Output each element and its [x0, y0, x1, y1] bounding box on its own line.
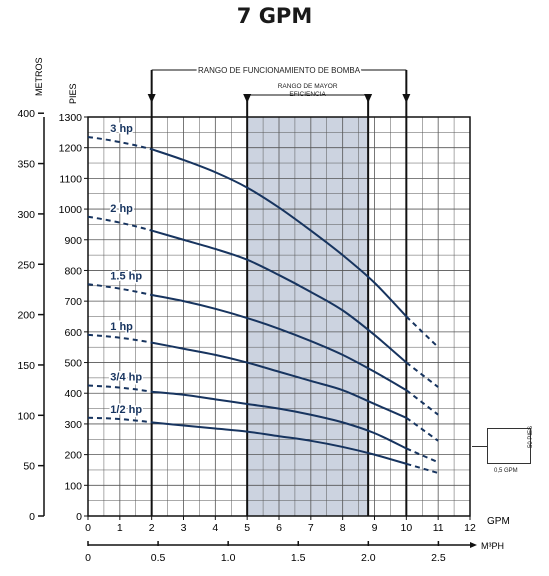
m3ph-tick-label: 2.0: [361, 552, 376, 564]
curve-3-hp-dashed-start: [87, 135, 152, 151]
unit-scale-pies: 50 PIES: [528, 425, 534, 448]
curve-1-2-hp-dashed-end: [406, 462, 439, 474]
gpm-tick-label: 5: [244, 522, 250, 534]
page-title: 7 GPM: [236, 4, 313, 28]
labels-layer: 3 hp 2 hp 1.5 hp 1 hp 3/4 hp 1/2 hp: [109, 121, 144, 417]
gpm-tick-label: 9: [372, 522, 378, 534]
curve-label-1-2-hp: 1/2 hp: [110, 404, 142, 416]
pies-tick-label: 600: [64, 327, 82, 339]
efficiency-range-arrow: [243, 94, 252, 103]
gpm-tick-label: 11: [433, 522, 444, 534]
pies-tick-label: 1000: [59, 204, 83, 216]
axes-layer: 0100200300400500600700800900100011001200…: [17, 57, 509, 564]
curve-1-hp-dashed-end: [405, 416, 439, 442]
metros-axis-title: METROS: [34, 57, 44, 96]
curve-3-4-hp: [151, 390, 407, 450]
curve-1-hp: [151, 341, 407, 419]
operating-range-arrow: [402, 94, 411, 103]
gpm-tick-label: 10: [400, 522, 412, 534]
curve-label-2-hp: 2 hp: [110, 203, 133, 215]
curve-3-4-hp-dashed-start: [87, 384, 152, 393]
curve-3-hp: [151, 148, 408, 318]
efficiency-range-arrow: [364, 94, 373, 103]
unit-scale-box: [487, 428, 531, 464]
gpm-tick-label: 3: [181, 522, 187, 534]
curve-2-hp-dashed-end: [405, 361, 439, 388]
pies-tick-label: 1200: [59, 143, 83, 155]
efficiency-range-label: RANGO DE MAYOR EFICIENCIA: [278, 83, 338, 98]
metros-tick-label: 200: [17, 310, 35, 322]
m3ph-axis-arrow: [470, 542, 477, 548]
curve-1-hp-dashed-start: [87, 333, 152, 344]
curve-3-hp-dashed-end: [405, 315, 439, 348]
pies-tick-label: 300: [64, 419, 82, 431]
unit-scale-leader: [472, 446, 487, 447]
curves-layer: [87, 135, 439, 474]
pies-tick-label: 900: [64, 235, 82, 247]
gpm-tick-label: 12: [464, 522, 476, 534]
m3ph-axis-title: M³PH: [481, 541, 504, 551]
unit-scale-gpm: 0,5 GPM: [494, 468, 518, 474]
pies-tick-label: 500: [64, 358, 82, 370]
m3ph-tick-label: 2.5: [431, 552, 446, 564]
gpm-tick-label: 7: [308, 522, 314, 534]
metros-tick-label: 350: [17, 159, 35, 171]
curve-3-4-hp-dashed-end: [405, 447, 439, 464]
pies-tick-label: 700: [64, 296, 82, 308]
metros-tick-label: 0: [29, 511, 35, 523]
pies-tick-label: 0: [76, 511, 82, 523]
curve-label-3-hp: 3 hp: [110, 123, 133, 135]
pies-axis-title: PIES: [68, 83, 78, 104]
gpm-tick-label: 8: [340, 522, 346, 534]
operating-range-arrow: [147, 94, 156, 103]
pies-tick-label: 100: [64, 480, 82, 492]
curve-2-hp: [151, 229, 407, 364]
pies-tick-label: 1300: [59, 112, 83, 124]
curve-1-2-hp-dashed-start: [87, 416, 152, 424]
m3ph-tick-label: 0: [85, 552, 91, 564]
gpm-tick-label: 4: [212, 522, 218, 534]
curve-label-1-hp: 1 hp: [110, 321, 133, 333]
m3ph-tick-label: 1.0: [221, 552, 236, 564]
metros-tick-label: 250: [17, 259, 35, 271]
curve-1-5-hp-dashed-start: [87, 283, 152, 296]
curve-label-1-5-hp: 1.5 hp: [110, 270, 142, 282]
metros-tick-label: 400: [17, 108, 35, 120]
gpm-tick-label: 0: [85, 522, 91, 534]
gpm-tick-label: 2: [149, 522, 155, 534]
grid-layer: [87, 116, 471, 517]
metros-tick-label: 150: [17, 360, 35, 372]
gpm-tick-label: 1: [117, 522, 123, 534]
metros-tick-label: 300: [17, 209, 35, 221]
gpm-tick-label: 6: [276, 522, 282, 534]
gpm-axis-title: GPM: [487, 516, 510, 527]
metros-tick-label: 100: [17, 410, 35, 422]
pies-tick-label: 1100: [59, 173, 82, 185]
m3ph-tick-label: 1.5: [291, 552, 306, 564]
operating-range-label: RANGO DE FUNCIONAMIENTO DE BOMBA: [198, 66, 361, 75]
curve-1-5-hp-dashed-end: [405, 389, 439, 416]
pies-tick-label: 400: [64, 388, 82, 400]
pies-tick-label: 800: [64, 265, 82, 277]
pies-tick-label: 200: [64, 450, 82, 462]
m3ph-tick-label: 0.5: [151, 552, 166, 564]
curve-1-5-hp: [151, 294, 407, 392]
curve-1-2-hp: [151, 421, 407, 465]
curve-label-3-4-hp: 3/4 hp: [110, 372, 142, 384]
range-lines-layer: RANGO DE FUNCIONAMIENTO DE BOMBA RANGO DE…: [147, 64, 411, 516]
metros-tick-label: 50: [23, 461, 35, 473]
